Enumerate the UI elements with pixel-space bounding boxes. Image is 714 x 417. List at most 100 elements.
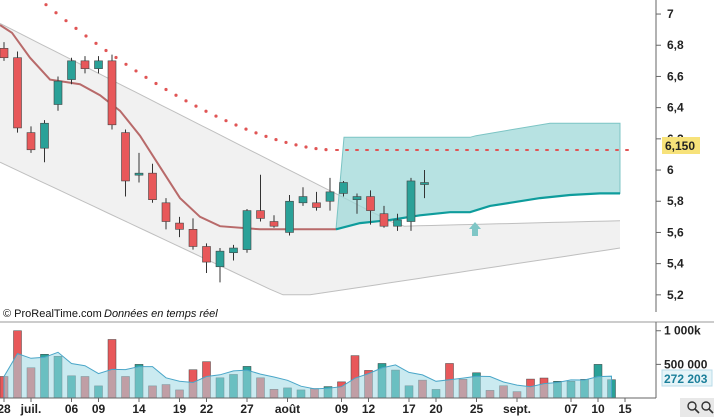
sar-dot	[324, 148, 328, 152]
last-price-badge	[662, 137, 700, 154]
price-tick-label: 7	[667, 7, 674, 21]
time-tick-label: sept.	[503, 402, 531, 416]
candle-body	[366, 196, 375, 211]
time-tick-label: 28	[0, 402, 11, 416]
time-tick-label: août	[275, 402, 300, 416]
zoom-icon[interactable]	[680, 398, 714, 417]
time-tick-label: 14	[132, 402, 146, 416]
sar-dot	[44, 3, 48, 7]
sar-dots	[44, 3, 328, 152]
volume-last-label: 272 203	[664, 372, 708, 386]
sar-dot	[204, 109, 208, 113]
time-tick-label: 12	[362, 402, 376, 416]
sar-dot	[214, 114, 218, 118]
sar-dot	[224, 119, 228, 123]
price-tick-label: 6,4	[667, 101, 684, 115]
candle-body	[393, 219, 402, 227]
sar-dot	[314, 146, 318, 151]
candle-body	[325, 191, 335, 202]
time-tick-label: 07	[564, 402, 578, 416]
candle-body	[339, 182, 348, 194]
candle-body	[312, 202, 321, 208]
candle-body	[53, 80, 63, 105]
candle-body	[121, 132, 130, 182]
time-tick-label: 20	[429, 402, 443, 416]
gray-band-lower-edge	[0, 161, 621, 296]
candle-body	[215, 250, 225, 268]
sar-dot	[74, 26, 78, 31]
candle-body	[298, 196, 308, 204]
sar-dot	[254, 131, 258, 135]
sar-dot	[144, 75, 148, 79]
credit-note-text: Données en temps réel	[104, 308, 218, 320]
credit-text: © ProRealTime.com	[3, 308, 102, 320]
time-tick-label: 10	[591, 402, 605, 416]
time-tick-label: 25	[470, 402, 484, 416]
candle-body	[148, 172, 157, 200]
candle-body	[161, 202, 171, 222]
sar-dot	[104, 48, 108, 53]
sar-dot	[294, 143, 298, 147]
candle-body	[188, 229, 198, 247]
time-axis-ticks: 28 juil. 06 09 14 19 22 27 août 09 12 17 20 25 sept. 07…	[0, 398, 632, 416]
time-tick-label: 27	[240, 402, 254, 416]
candle-body	[420, 182, 429, 185]
volume-tick-label: 500 000	[664, 357, 708, 371]
price-tick-label: 5,6	[667, 225, 684, 239]
sar-dot	[154, 81, 158, 86]
gray-band-area	[0, 23, 620, 295]
volume-axis-ticks: 1 000k 500 000	[656, 324, 708, 371]
candle-body	[80, 60, 90, 69]
last-price-label: 6,150	[665, 139, 695, 153]
price-tick-label: 6,8	[667, 38, 684, 52]
time-tick-label: 17	[402, 402, 416, 416]
candle-body	[242, 210, 252, 250]
sar-dot	[184, 99, 188, 103]
sar-dot	[54, 11, 58, 15]
volume-tick-label: 1 000k	[664, 324, 701, 338]
price-tick-label: 5,4	[667, 257, 684, 271]
candle-body	[94, 60, 103, 69]
volume-moving-average	[3, 351, 612, 399]
price-tick-label: 6	[667, 163, 674, 177]
candle-body	[13, 57, 22, 129]
sar-dot	[174, 93, 178, 97]
sar-dot	[124, 62, 128, 66]
candle-body	[406, 180, 416, 222]
sar-dot	[304, 145, 308, 149]
price-axis-ticks: 76,86,66,46,265,85,65,45,2	[656, 7, 684, 302]
candle-body	[40, 122, 49, 149]
sar-dot	[64, 19, 68, 23]
time-tick-label: 19	[173, 402, 187, 416]
time-tick-label: juil.	[20, 402, 42, 416]
sar-dot	[194, 104, 198, 108]
candle-body	[202, 246, 211, 263]
candle-body	[107, 60, 117, 126]
candle-body	[67, 60, 76, 80]
sar-dot	[114, 55, 118, 60]
candle-body	[352, 196, 362, 200]
sar-dot	[264, 134, 268, 138]
time-tick-label: 22	[200, 402, 214, 416]
price-tick-label: 5,2	[667, 288, 684, 302]
price-tick-label: 5,8	[667, 194, 684, 208]
candle-body	[134, 172, 144, 176]
price-tick-label: 6,6	[667, 69, 684, 83]
sar-dot	[274, 137, 278, 142]
sar-dot	[164, 87, 168, 92]
candle-body	[229, 247, 238, 254]
sar-dot	[244, 127, 248, 131]
candle-body	[175, 222, 184, 230]
candle-body	[269, 221, 279, 227]
time-tick-label: 09	[92, 402, 106, 416]
candlesticks	[0, 42, 429, 283]
candle-body	[26, 132, 36, 151]
candle-body	[285, 200, 294, 233]
gray-band-upper-edge	[0, 22, 621, 227]
sar-dot	[94, 41, 98, 45]
sar-dot	[134, 69, 138, 73]
candle-body	[379, 213, 389, 227]
sar-dot	[284, 140, 288, 145]
candle-body	[0, 48, 9, 59]
